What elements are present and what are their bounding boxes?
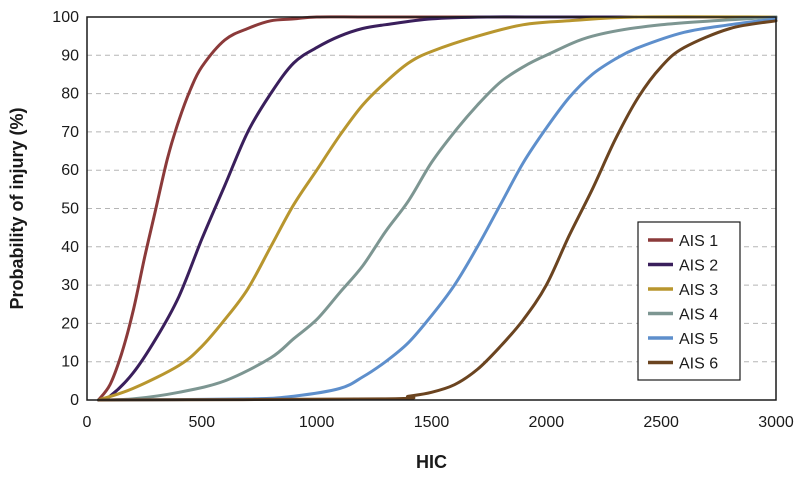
y-tick-label: 100 [52,9,79,26]
x-tick-label: 0 [83,414,92,431]
x-tick-label: 500 [188,414,215,431]
y-tick-label: 40 [61,239,79,256]
plot-area-frame [86,16,777,401]
series-line-ais-3 [97,15,778,402]
y-tick-label: 60 [61,162,79,179]
legend-box [637,221,741,381]
y-tick-label: 20 [61,315,79,332]
y-tick-label: 80 [61,86,79,103]
legend-label: AIS 4 [679,307,718,324]
legend-label: AIS 3 [679,282,718,299]
legend-label: AIS 5 [679,331,718,348]
y-tick-label: 10 [61,354,79,371]
legend: AIS 1 AIS 2 AIS 3 AIS 4 AIS 5 AIS 6 [637,221,741,381]
x-tick-label: 1000 [299,414,335,431]
y-tick-label: 0 [70,392,79,409]
legend-label: AIS 1 [679,233,718,250]
y-tick-label: 30 [61,277,79,294]
x-tick-label: 1500 [414,414,450,431]
legend-label: AIS 6 [679,356,718,373]
x-tick-label: 3000 [758,414,794,431]
y-axis-title: Probability of injury (%) [7,107,27,309]
y-tick-label: 50 [61,201,79,218]
y-tick-label: 70 [61,124,79,141]
y-tick-label: 90 [61,47,79,64]
series-line-ais-6 [97,19,778,402]
x-axis-title: HIC [416,452,447,472]
x-tick-label: 2500 [643,414,679,431]
series-lines [97,15,778,402]
legend-label: AIS 2 [679,258,718,275]
series-line-ais-4 [97,15,778,402]
gridlines [87,54,776,363]
series-line-ais-5 [97,17,778,402]
x-tick-label: 2000 [529,414,565,431]
